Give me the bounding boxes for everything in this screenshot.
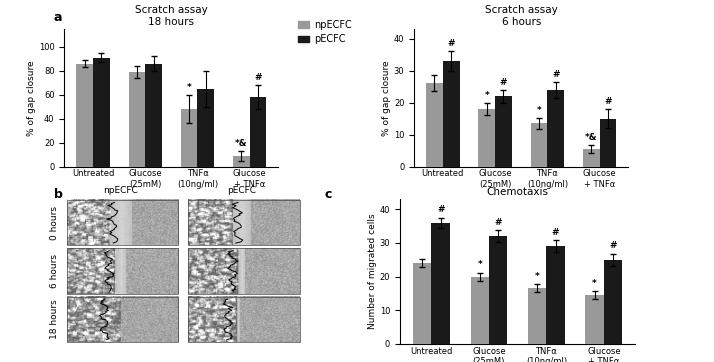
- Title: Scratch assay
6 hours: Scratch assay 6 hours: [485, 5, 558, 27]
- Y-axis label: % of gap closure: % of gap closure: [27, 60, 36, 135]
- Text: #: #: [609, 241, 617, 251]
- Text: *&: *&: [235, 139, 248, 148]
- Bar: [145, 64, 162, 167]
- Bar: [478, 109, 495, 167]
- Text: *: *: [593, 279, 597, 288]
- Bar: [188, 296, 300, 342]
- Text: a: a: [54, 11, 62, 24]
- Text: *: *: [537, 106, 541, 114]
- Text: 6 hours: 6 hours: [50, 254, 59, 288]
- Bar: [583, 149, 600, 167]
- Bar: [600, 118, 616, 167]
- Bar: [66, 248, 178, 294]
- Bar: [413, 263, 431, 344]
- Bar: [604, 260, 622, 344]
- Bar: [531, 123, 548, 167]
- Bar: [66, 296, 178, 342]
- Bar: [443, 61, 460, 167]
- Bar: [198, 89, 214, 167]
- Bar: [76, 64, 93, 167]
- Title: Chemotaxis: Chemotaxis: [487, 187, 548, 197]
- Bar: [471, 277, 489, 344]
- Bar: [250, 97, 266, 167]
- Bar: [489, 236, 508, 344]
- Bar: [426, 83, 443, 167]
- Y-axis label: Number of migrated cells: Number of migrated cells: [368, 214, 377, 329]
- Text: #: #: [500, 78, 507, 87]
- Text: #: #: [494, 218, 502, 227]
- Bar: [188, 200, 300, 245]
- Text: *&: *&: [585, 133, 598, 142]
- Text: pECFC: pECFC: [227, 186, 256, 195]
- Text: *: *: [187, 83, 191, 92]
- Title: Scratch assay
18 hours: Scratch assay 18 hours: [135, 5, 208, 27]
- Bar: [548, 90, 564, 167]
- Text: *: *: [535, 272, 540, 281]
- Text: #: #: [552, 228, 559, 237]
- Bar: [495, 96, 512, 167]
- Text: c: c: [325, 188, 332, 201]
- Bar: [431, 223, 450, 344]
- Text: #: #: [552, 70, 560, 79]
- Text: *: *: [478, 260, 482, 269]
- Text: b: b: [54, 188, 62, 201]
- Text: #: #: [254, 73, 262, 82]
- Text: #: #: [604, 97, 612, 106]
- Text: *: *: [484, 91, 489, 100]
- Bar: [585, 295, 604, 344]
- Text: #: #: [448, 39, 455, 49]
- Bar: [233, 156, 250, 167]
- Bar: [188, 248, 300, 294]
- Bar: [181, 109, 198, 167]
- Bar: [93, 58, 110, 167]
- Bar: [129, 72, 145, 167]
- Text: #: #: [437, 206, 444, 214]
- Text: 0 hours: 0 hours: [50, 206, 59, 240]
- Y-axis label: % of gap closure: % of gap closure: [382, 60, 391, 135]
- Bar: [66, 200, 178, 245]
- Legend: npECFC, pECFC: npECFC, pECFC: [294, 16, 356, 49]
- Bar: [546, 246, 565, 344]
- Text: npECFC: npECFC: [103, 186, 138, 195]
- Text: 18 hours: 18 hours: [50, 299, 59, 339]
- Bar: [528, 289, 546, 344]
